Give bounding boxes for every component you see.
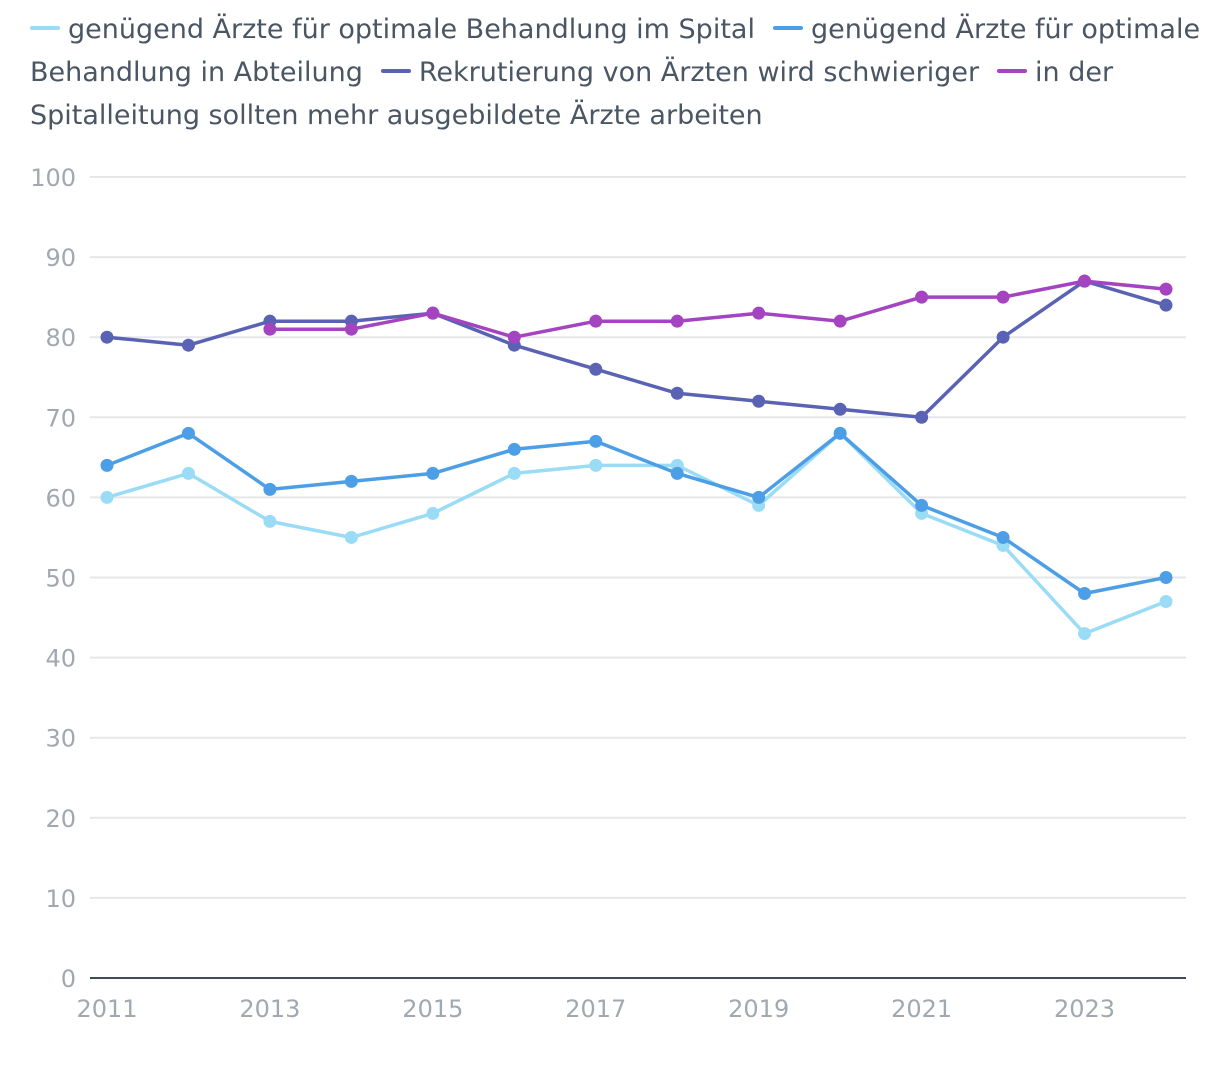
legend-swatch (997, 68, 1028, 73)
data-point (426, 506, 440, 520)
y-tick-label: 0 (61, 965, 76, 993)
data-point (589, 314, 603, 328)
data-point (507, 330, 521, 344)
legend-label: Rekrutierung von Ärzten wird schwieriger (418, 57, 980, 88)
data-point (1159, 282, 1173, 296)
data-point (1159, 571, 1173, 584)
data-point (670, 466, 684, 480)
y-tick-label: 100 (30, 164, 76, 192)
series-line (268, 279, 1168, 339)
y-tick-label: 20 (45, 805, 76, 833)
data-point (426, 306, 440, 320)
x-tick-label: 2011 (76, 995, 137, 1023)
x-tick-label: 2015 (402, 995, 463, 1023)
y-tick-label: 30 (45, 725, 76, 753)
y-tick-label: 10 (45, 885, 76, 913)
series-line (105, 431, 1168, 636)
data-point (426, 466, 440, 480)
legend: genügend Ärzte für optimale Behandlung i… (30, 8, 1210, 137)
x-tick-label: 2017 (565, 995, 626, 1023)
data-point (915, 498, 929, 512)
y-tick-label: 70 (45, 404, 76, 432)
data-point (344, 322, 358, 336)
data-point (507, 466, 521, 480)
data-point (996, 330, 1010, 344)
x-tick-label: 2013 (239, 995, 300, 1023)
data-point (589, 434, 603, 448)
data-point (100, 330, 114, 344)
legend-label: in der Spitalleitung sollten mehr ausgeb… (30, 57, 1114, 131)
data-point (752, 394, 766, 408)
data-point (833, 426, 847, 440)
data-point (1159, 595, 1173, 609)
data-point (181, 338, 195, 352)
data-point (589, 362, 603, 376)
data-point (915, 290, 929, 304)
data-point (263, 482, 277, 496)
data-point (589, 458, 603, 472)
data-point (670, 386, 684, 400)
data-point (100, 490, 114, 504)
data-point (833, 314, 847, 328)
data-point (915, 410, 929, 424)
data-point (1078, 627, 1092, 641)
y-tick-label: 60 (45, 484, 76, 512)
data-point (181, 466, 195, 480)
data-point (100, 458, 114, 472)
legend-swatch (30, 25, 60, 30)
data-point (344, 530, 358, 544)
data-point (996, 290, 1010, 304)
data-point (263, 322, 277, 336)
data-point (344, 474, 358, 488)
data-point (752, 490, 766, 504)
data-point (263, 514, 277, 528)
legend-swatch (772, 25, 803, 30)
data-point (507, 442, 521, 456)
x-tick-label: 2023 (1054, 995, 1115, 1023)
data-point (1078, 587, 1092, 601)
data-point (1159, 298, 1173, 312)
data-point (1078, 274, 1092, 288)
series-line (105, 431, 1168, 596)
data-point (752, 306, 766, 320)
x-tick-label: 2021 (891, 995, 952, 1023)
data-point (833, 402, 847, 416)
data-point (670, 314, 684, 328)
y-tick-label: 90 (45, 244, 76, 272)
legend-label: genügend Ärzte für optimale Behandlung i… (30, 14, 1201, 88)
legend-item[interactable]: in der Spitalleitung sollten mehr ausgeb… (30, 57, 1113, 131)
legend-item[interactable]: genügend Ärzte für optimale Behandlung i… (30, 14, 1200, 88)
series-line (105, 279, 1168, 420)
legend-item[interactable]: genügend Ärzte für optimale Behandlung i… (30, 14, 755, 45)
legend-item[interactable]: Rekrutierung von Ärzten wird schwieriger (380, 57, 980, 88)
y-tick-label: 40 (45, 645, 76, 673)
y-tick-label: 80 (45, 324, 76, 352)
data-point (181, 426, 195, 440)
y-tick-label: 50 (45, 565, 76, 593)
legend-label: genügend Ärzte für optimale Behandlung i… (68, 14, 755, 45)
legend-swatch (380, 68, 411, 73)
data-point (996, 530, 1010, 544)
x-tick-label: 2019 (728, 995, 789, 1023)
